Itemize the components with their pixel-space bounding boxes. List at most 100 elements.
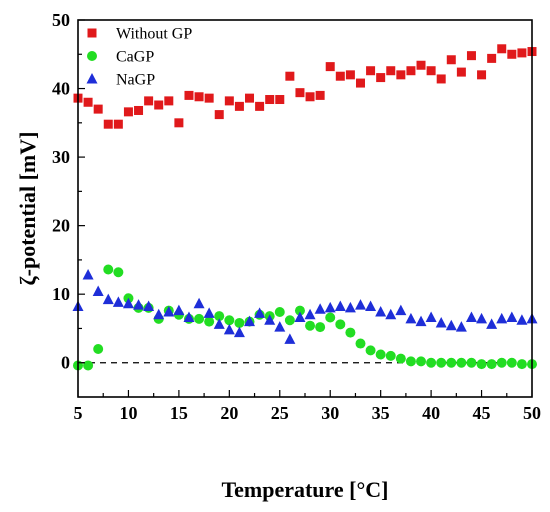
data-point — [103, 264, 114, 275]
data-point — [274, 321, 286, 332]
data-point — [385, 350, 396, 361]
data-point — [416, 60, 426, 70]
data-point — [154, 100, 164, 110]
data-point — [375, 349, 386, 360]
x-tick-label: 50 — [523, 403, 541, 423]
y-tick-label: 0 — [61, 353, 70, 373]
data-point — [406, 66, 416, 76]
series-nagp — [72, 268, 538, 344]
y-tick-label: 50 — [52, 10, 70, 30]
x-axis-title: Temperature [°C] — [221, 477, 388, 502]
data-point — [264, 314, 276, 325]
data-point — [294, 311, 306, 322]
data-point — [173, 304, 185, 316]
data-point — [436, 74, 446, 84]
data-point — [234, 101, 244, 111]
data-point — [506, 357, 517, 368]
data-point — [214, 110, 224, 120]
data-point — [376, 73, 386, 83]
data-point — [144, 96, 154, 106]
data-point — [415, 315, 427, 327]
data-point — [294, 305, 305, 316]
data-point — [446, 357, 457, 368]
data-point — [123, 107, 133, 117]
data-point — [345, 327, 356, 338]
data-point — [164, 96, 174, 106]
data-point — [133, 299, 145, 310]
x-tick-label: 10 — [119, 403, 137, 423]
data-point — [314, 303, 326, 314]
data-point — [112, 296, 124, 307]
data-point — [386, 66, 396, 76]
data-point — [102, 293, 114, 305]
data-point — [214, 311, 225, 322]
series-cagp — [73, 264, 537, 371]
data-point — [446, 55, 456, 65]
data-point — [345, 70, 355, 80]
data-point — [204, 93, 214, 103]
data-point — [245, 93, 255, 103]
data-point — [395, 304, 407, 316]
y-tick-label: 40 — [52, 79, 70, 99]
data-point — [465, 311, 477, 322]
data-point — [113, 267, 124, 278]
legend-label: Without GP — [116, 26, 192, 43]
y-tick-label: 20 — [52, 216, 70, 236]
data-point — [285, 71, 295, 81]
data-point — [184, 90, 194, 100]
data-point — [375, 306, 387, 317]
data-point — [103, 119, 113, 129]
y-tick-label: 10 — [52, 284, 70, 304]
data-point — [487, 53, 497, 63]
data-point — [315, 90, 325, 100]
data-point — [477, 70, 487, 80]
data-point — [395, 353, 406, 364]
data-point — [497, 44, 507, 54]
x-tick-label: 45 — [473, 403, 491, 423]
data-point — [284, 333, 296, 344]
data-point — [304, 308, 316, 320]
data-point — [456, 67, 466, 77]
data-point — [93, 104, 103, 114]
data-point — [365, 300, 377, 312]
data-point — [325, 312, 336, 323]
series-layer — [72, 44, 538, 371]
x-tick-label: 35 — [372, 403, 390, 423]
y-axis-title: ζ-potential [mV] — [15, 132, 40, 286]
data-point — [113, 119, 123, 129]
data-point — [194, 92, 204, 102]
data-point — [506, 311, 518, 322]
data-point — [83, 360, 94, 371]
x-tick-label: 15 — [170, 403, 188, 423]
data-point — [93, 344, 104, 355]
data-point — [82, 268, 94, 280]
data-point — [516, 359, 527, 370]
legend-marker — [87, 51, 97, 61]
y-tick-label: 30 — [52, 147, 70, 167]
legend-label: NaGP — [116, 72, 155, 89]
data-point — [355, 78, 365, 88]
data-point — [223, 323, 235, 335]
data-point — [405, 312, 417, 324]
data-point — [315, 322, 326, 333]
data-point — [305, 92, 315, 102]
data-point — [435, 316, 447, 328]
data-point — [476, 312, 488, 324]
data-point — [284, 315, 295, 326]
data-point — [224, 96, 234, 106]
data-point — [335, 71, 345, 81]
data-point — [203, 307, 215, 318]
data-point — [122, 297, 134, 309]
x-tick-label: 30 — [321, 403, 339, 423]
data-point — [324, 301, 336, 313]
data-point — [194, 313, 205, 324]
data-point — [265, 95, 275, 105]
data-point — [255, 101, 265, 111]
data-point — [224, 315, 235, 326]
data-point — [143, 300, 155, 312]
data-point — [456, 357, 467, 368]
data-point — [426, 66, 436, 76]
x-tick-label: 5 — [74, 403, 83, 423]
legend-marker — [86, 73, 98, 84]
